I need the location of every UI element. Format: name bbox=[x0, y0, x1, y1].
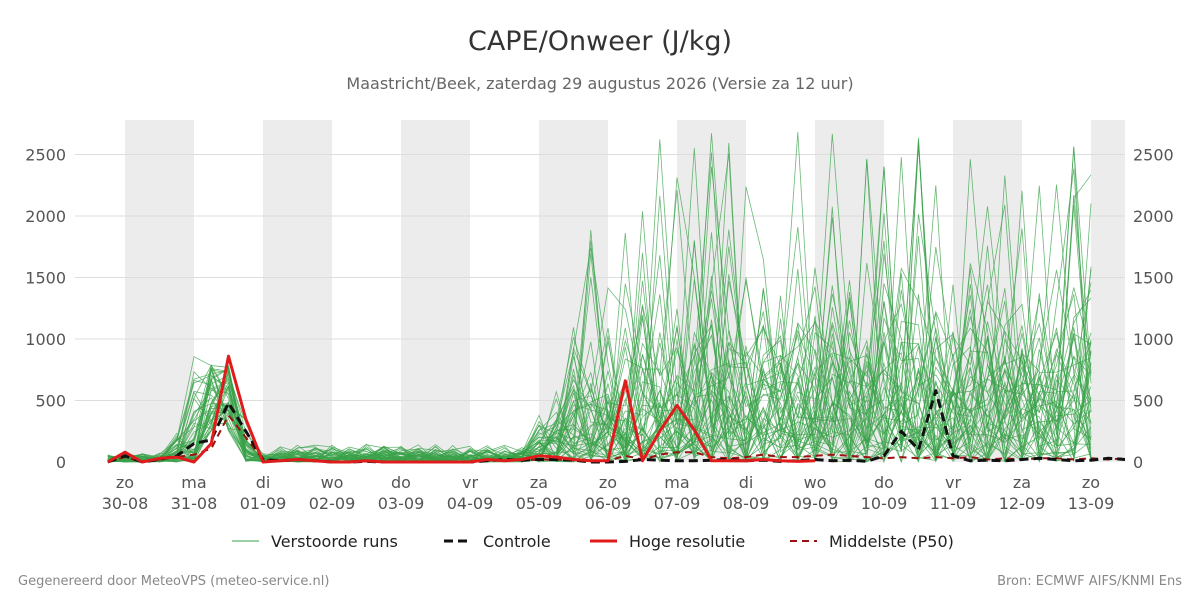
legend-label: Middelste (P50) bbox=[829, 532, 954, 551]
y-axis-left: 0 500 1000 1500 2000 2500 bbox=[25, 145, 66, 472]
x-axis: zo 30-08 ma 31-08 di 01-09 wo 02-09 do 03-09 vr 04-… bbox=[102, 473, 1115, 513]
x-tick-day: vr bbox=[945, 473, 961, 492]
y-tick-label-right: 0 bbox=[1133, 453, 1143, 472]
x-tick-day: di bbox=[256, 473, 271, 492]
x-tick-date: 07-09 bbox=[654, 494, 701, 513]
y-tick-label-left: 2000 bbox=[25, 207, 66, 226]
perturbed-run-line bbox=[107, 295, 1092, 463]
x-tick-date: 03-09 bbox=[378, 494, 425, 513]
x-tick-day: ma bbox=[181, 473, 206, 492]
x-tick-date: 05-09 bbox=[516, 494, 563, 513]
y-tick-label-left: 0 bbox=[56, 453, 66, 472]
y-tick-label-left: 1000 bbox=[25, 330, 66, 349]
shade-band-1 bbox=[263, 120, 332, 462]
x-tick-date: 06-09 bbox=[585, 494, 632, 513]
shade-band-7 bbox=[1091, 120, 1125, 462]
shade-band-2 bbox=[401, 120, 470, 462]
legend: Verstoorde runs Controle Hoge resolutie Mid… bbox=[232, 532, 954, 551]
chart-subtitle: Maastricht/Beek, zaterdag 29 augustus 20… bbox=[346, 74, 853, 93]
legend-label: Verstoorde runs bbox=[271, 532, 398, 551]
footer-source: Bron: ECMWF AIFS/KNMI Ens bbox=[997, 574, 1182, 589]
perturbed-run-line bbox=[107, 217, 1092, 463]
y-tick-label-right: 500 bbox=[1133, 391, 1164, 410]
y-tick-label-left: 1500 bbox=[25, 268, 66, 287]
x-tick-date: 01-09 bbox=[240, 494, 287, 513]
x-tick-day: zo bbox=[116, 473, 134, 492]
x-tick-day: wo bbox=[804, 473, 827, 492]
x-tick-date: 13-09 bbox=[1068, 494, 1115, 513]
y-tick-label-right: 1500 bbox=[1133, 268, 1174, 287]
x-tick-day: za bbox=[530, 473, 548, 492]
y-tick-label-right: 1000 bbox=[1133, 330, 1174, 349]
x-tick-date: 04-09 bbox=[447, 494, 494, 513]
footer-generated: Gegenereerd door MeteoVPS (meteo-service… bbox=[18, 574, 329, 589]
x-tick-day: za bbox=[1013, 473, 1031, 492]
chart-title: CAPE/Onweer (J/kg) bbox=[468, 26, 732, 57]
x-tick-date: 09-09 bbox=[792, 494, 839, 513]
shade-band-0 bbox=[125, 120, 194, 462]
x-tick-date: 30-08 bbox=[102, 494, 149, 513]
main-series bbox=[107, 354, 1125, 464]
x-tick-date: 02-09 bbox=[309, 494, 356, 513]
y-axis-right: 0 500 1000 1500 2000 2500 bbox=[1133, 145, 1174, 472]
x-tick-day: vr bbox=[462, 473, 478, 492]
x-tick-day: zo bbox=[599, 473, 617, 492]
y-tick-label-right: 2500 bbox=[1133, 145, 1174, 164]
y-tick-label-left: 500 bbox=[35, 391, 66, 410]
perturbed-run-line bbox=[107, 298, 1092, 463]
x-tick-day: zo bbox=[1082, 473, 1100, 492]
x-tick-date: 11-09 bbox=[930, 494, 977, 513]
legend-label: Hoge resolutie bbox=[629, 532, 745, 551]
series-line-hoge-resolutie bbox=[107, 354, 816, 464]
x-tick-date: 10-09 bbox=[861, 494, 908, 513]
perturbed-run-line bbox=[107, 320, 1092, 464]
y-tick-label-right: 2000 bbox=[1133, 207, 1174, 226]
perturbed-run-line bbox=[107, 147, 1092, 464]
legend-label: Controle bbox=[483, 532, 551, 551]
x-tick-day: ma bbox=[664, 473, 689, 492]
x-tick-day: wo bbox=[321, 473, 344, 492]
x-tick-date: 31-08 bbox=[171, 494, 218, 513]
y-tick-label-left: 2500 bbox=[25, 145, 66, 164]
x-tick-day: do bbox=[874, 473, 894, 492]
x-tick-day: di bbox=[739, 473, 754, 492]
x-tick-date: 12-09 bbox=[999, 494, 1046, 513]
x-tick-day: do bbox=[391, 473, 411, 492]
x-tick-date: 08-09 bbox=[723, 494, 770, 513]
